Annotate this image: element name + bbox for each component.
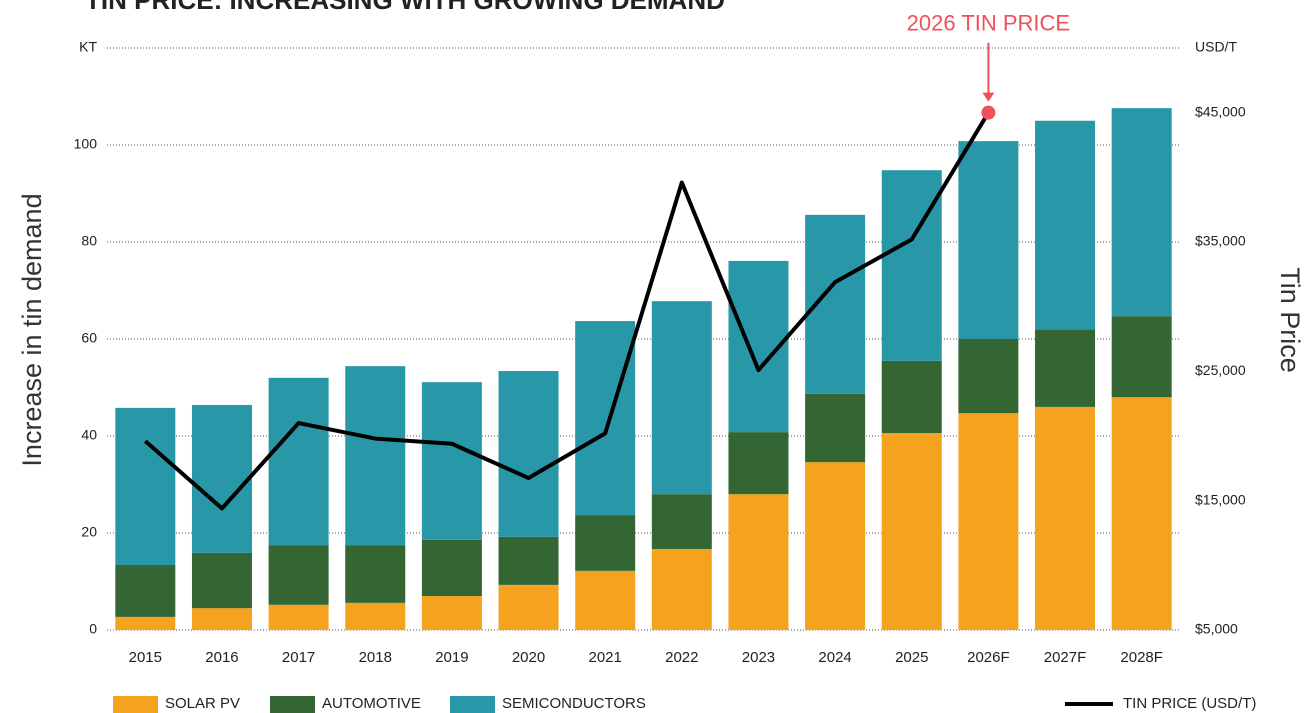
y2-tick-label: $5,000 xyxy=(1195,621,1238,637)
bar-segment xyxy=(881,433,942,630)
x-tick-label: 2022 xyxy=(665,649,698,666)
bar-segment xyxy=(728,494,789,630)
bar-segment xyxy=(958,141,1019,339)
bar-segment xyxy=(1035,329,1096,407)
y2-tick-label: USD/T xyxy=(1195,39,1237,55)
legend-label: AUTOMOTIVE xyxy=(322,695,421,712)
x-tick-label: 2028F xyxy=(1120,649,1163,666)
price-line xyxy=(144,111,991,511)
bar-segment xyxy=(575,570,636,630)
legend-swatch xyxy=(113,696,158,713)
y2-tick-label: $15,000 xyxy=(1195,491,1246,507)
bar-segment xyxy=(881,360,942,434)
annotation-arrowhead xyxy=(982,92,995,102)
y2-axis-title: Tin Price xyxy=(1275,267,1305,373)
bar-segment xyxy=(958,339,1019,414)
bar-segment xyxy=(268,604,329,630)
legend-label: TIN PRICE (USD/T) xyxy=(1123,695,1256,712)
y-tick-label: 60 xyxy=(81,330,97,346)
x-tick-label: 2018 xyxy=(359,649,392,666)
bar-segment xyxy=(191,404,252,553)
y-tick-label: 40 xyxy=(81,427,97,443)
x-tick-label: 2020 xyxy=(512,649,545,666)
bar-segment xyxy=(881,170,942,361)
bar-segment xyxy=(1035,406,1096,630)
y-tick-label: 100 xyxy=(74,136,98,152)
y-axis-title: Increase in tin demand xyxy=(17,193,47,466)
y-tick-label: KT xyxy=(79,39,97,55)
bar-segment xyxy=(651,549,712,630)
bar-segment xyxy=(575,321,636,516)
x-tick-label: 2019 xyxy=(435,649,468,666)
y-tick-label: 0 xyxy=(89,621,97,637)
legend-swatch xyxy=(450,696,495,713)
bar-segment xyxy=(421,539,482,597)
bar-segment xyxy=(191,552,252,609)
x-tick-label: 2017 xyxy=(282,649,315,666)
annotation: 2026 TIN PRICE xyxy=(907,10,1070,35)
bar-segment xyxy=(958,413,1019,630)
highlight-point xyxy=(981,105,996,120)
bar-segment xyxy=(115,407,176,566)
legend-swatch xyxy=(270,696,315,713)
chart-title: TIN PRICE: INCREASING WITH GROWING DEMAN… xyxy=(85,0,725,15)
x-tick-label: 2016 xyxy=(205,649,238,666)
y2-tick-label: $35,000 xyxy=(1195,233,1246,249)
x-tick-label: 2027F xyxy=(1044,649,1087,666)
bar-segment xyxy=(498,536,559,585)
bar-segment xyxy=(345,545,406,603)
legend-label: SOLAR PV xyxy=(165,695,240,712)
bar-segment xyxy=(1111,397,1172,630)
bar-segment xyxy=(1035,120,1096,330)
bar-segment xyxy=(345,602,406,630)
bar-segment xyxy=(345,366,406,546)
bar-segment xyxy=(805,393,866,463)
bar-segment xyxy=(498,584,559,630)
bar-segment xyxy=(115,616,176,630)
y2-tick-label: $25,000 xyxy=(1195,362,1246,378)
bar-segment xyxy=(115,565,176,617)
bar-segment xyxy=(421,596,482,630)
bar-segment xyxy=(728,432,789,495)
x-tick-label: 2025 xyxy=(895,649,928,666)
bar-segment xyxy=(651,301,712,495)
x-tick-label: 2023 xyxy=(742,649,775,666)
bar-segment xyxy=(268,377,329,546)
x-tick-label: 2026F xyxy=(967,649,1010,666)
bar-segment xyxy=(575,515,636,571)
y-tick-label: 80 xyxy=(81,233,97,249)
bar-segment xyxy=(1111,108,1172,317)
bar-segment xyxy=(268,545,329,605)
y2-tick-label: $45,000 xyxy=(1195,103,1246,119)
bar-segment xyxy=(191,608,252,630)
x-tick-label: 2024 xyxy=(818,649,851,666)
bar-segment xyxy=(651,494,712,550)
bar-segment xyxy=(805,462,866,630)
y-tick-label: 20 xyxy=(81,524,97,540)
bar-segment xyxy=(498,371,559,537)
legend-label: SEMICONDUCTORS xyxy=(502,695,646,712)
bar-segment xyxy=(421,382,482,540)
bar-segment xyxy=(1111,316,1172,398)
x-tick-label: 2015 xyxy=(129,649,162,666)
x-tick-label: 2021 xyxy=(588,649,621,666)
